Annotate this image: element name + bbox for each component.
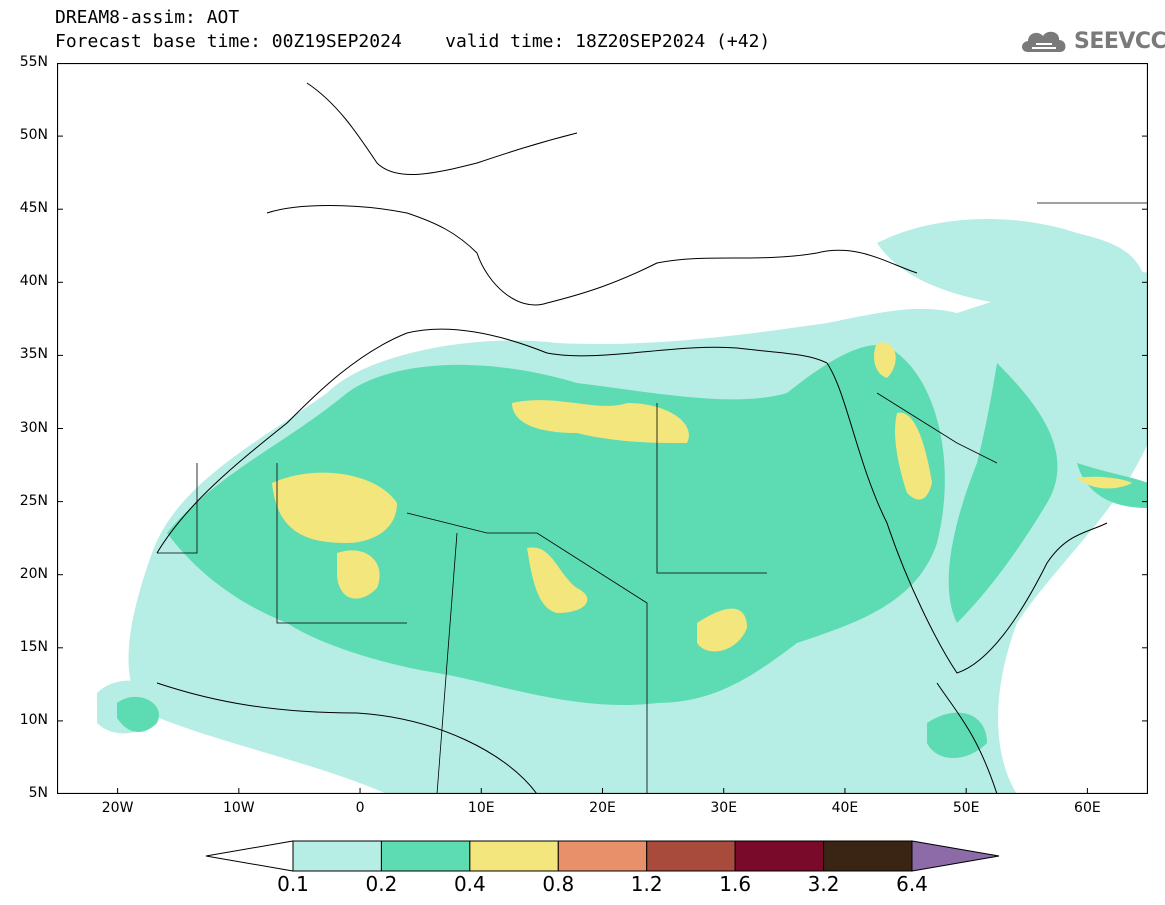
lon-label: 20W bbox=[101, 800, 134, 816]
colorbar-label: 1.2 bbox=[630, 872, 663, 896]
lat-label: 30N bbox=[19, 419, 48, 436]
colorbar-over-triangle bbox=[911, 840, 1000, 872]
cloud-icon bbox=[1022, 31, 1066, 52]
lon-label: 50E bbox=[952, 800, 980, 816]
lon-label: 60E bbox=[1074, 800, 1101, 816]
lat-label: 10N bbox=[19, 711, 48, 728]
map-title: DREAM8-assim: AOT bbox=[55, 7, 240, 28]
lat-label: 50N bbox=[19, 127, 48, 144]
lon-label: 30E bbox=[710, 800, 738, 816]
axis-ticks bbox=[57, 63, 1148, 794]
lat-label: 45N bbox=[19, 200, 48, 217]
forecast-times: Forecast base time: 00Z19SEP2024 valid t… bbox=[55, 31, 771, 52]
lon-label: 0 bbox=[355, 800, 365, 816]
lat-label: 55N bbox=[19, 54, 48, 70]
aot-band-0.4-0.8 bbox=[272, 342, 1132, 652]
lat-label: 35N bbox=[19, 346, 48, 363]
aot-map bbox=[57, 63, 1148, 794]
colorbar-label: 3.2 bbox=[807, 872, 840, 896]
colorbar-bin bbox=[646, 840, 736, 872]
country-borders bbox=[157, 202, 1148, 794]
colorbar-label: 0.2 bbox=[365, 872, 398, 896]
colorbar-bin bbox=[734, 840, 825, 872]
colorbar-label: 1.6 bbox=[719, 872, 752, 896]
lon-label: 20E bbox=[589, 800, 616, 816]
aot-band-0.2-0.4 bbox=[117, 345, 1148, 758]
lat-label: 25N bbox=[19, 492, 48, 509]
colorbar-bin bbox=[380, 840, 471, 872]
lat-label: 20N bbox=[19, 565, 48, 582]
colorbar-label: 0.4 bbox=[453, 872, 486, 896]
coastlines bbox=[156, 82, 1108, 794]
lat-label: 40N bbox=[19, 273, 48, 290]
logo-text: SEEVCCC bbox=[1074, 28, 1165, 54]
colorbar-label: 0.1 bbox=[277, 872, 309, 896]
colorbar-bin bbox=[292, 840, 382, 872]
colorbar-label: 6.4 bbox=[896, 872, 928, 896]
colorbar-under-triangle bbox=[205, 840, 294, 872]
seevccc-logo: SEEVCCC bbox=[1018, 24, 1165, 58]
colorbar-bin bbox=[469, 840, 559, 872]
lon-label: 10E bbox=[467, 800, 495, 816]
lon-label: 10W bbox=[222, 800, 255, 816]
colorbar bbox=[205, 840, 1000, 872]
lat-label: 15N bbox=[19, 638, 48, 655]
colorbar-label: 0.8 bbox=[542, 872, 575, 896]
colorbar-bin bbox=[823, 840, 913, 872]
lon-label: 40E bbox=[831, 800, 859, 816]
lat-label: 5N bbox=[28, 785, 48, 801]
colorbar-bin bbox=[557, 840, 648, 872]
